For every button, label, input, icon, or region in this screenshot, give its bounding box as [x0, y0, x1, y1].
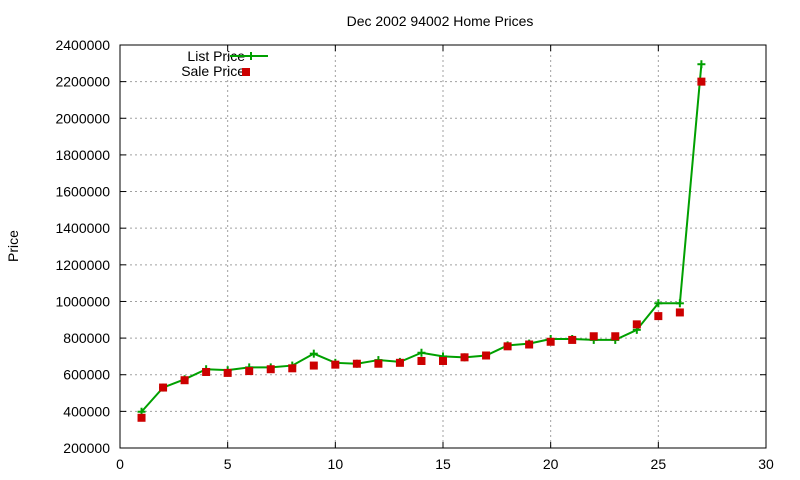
y-tick-label: 800000: [63, 330, 110, 346]
sale-price-point: [697, 77, 706, 86]
y-tick-label: 400000: [63, 403, 110, 419]
sale-price-point: [525, 340, 534, 349]
sale-price-point: [546, 337, 555, 346]
sale-price-point: [589, 332, 598, 341]
sale-price-point: [159, 383, 168, 392]
sale-price-point: [395, 358, 404, 367]
sale-price-point: [675, 308, 684, 317]
x-tick-label: 25: [651, 456, 667, 472]
sale-price-point: [202, 367, 211, 376]
y-axis-label: Price: [5, 230, 21, 262]
legend-swatch-sale-price: [242, 68, 250, 76]
x-tick-label: 30: [758, 456, 774, 472]
list-price-point: [309, 349, 318, 358]
y-tick-label: 2000000: [55, 110, 110, 126]
sale-price-point: [503, 342, 512, 351]
legend-label-sale-price: Sale Price: [181, 63, 245, 79]
chart-title: Dec 2002 94002 Home Prices: [347, 13, 534, 29]
list-price-point: [697, 60, 706, 69]
x-tick-label: 20: [543, 456, 559, 472]
y-tick-label: 2400000: [55, 37, 110, 53]
sale-price-point: [482, 351, 491, 360]
sale-price-point: [439, 356, 447, 365]
series: [137, 60, 706, 422]
sale-price-point: [331, 360, 340, 369]
axes: 0 5 10 15 20 25 30 200000 400000 600000 800000 1000…: [55, 37, 774, 472]
sale-price-point: [288, 364, 297, 373]
sale-price-point: [374, 359, 383, 368]
x-tick-label: 0: [116, 456, 124, 472]
list-price-point: [417, 348, 426, 357]
x-tick-label: 5: [224, 456, 232, 472]
sale-price-point: [266, 365, 275, 374]
y-tick-label: 1400000: [55, 220, 110, 236]
sale-price-point: [180, 376, 189, 385]
legend-label-list-price: List Price: [187, 48, 245, 64]
list-price-point: [654, 299, 663, 308]
y-tick-label: 1600000: [55, 184, 110, 200]
y-tick-label: 600000: [63, 367, 110, 383]
sale-price-point: [137, 413, 146, 422]
sale-price-point: [654, 312, 663, 321]
y-tick-label: 200000: [63, 440, 110, 456]
y-tick-label: 1200000: [55, 257, 110, 273]
x-tick-label: 15: [435, 456, 451, 472]
sale-price-point: [632, 320, 641, 329]
sale-price-point: [352, 359, 361, 368]
sale-price-point: [611, 332, 620, 341]
sale-price-point: [245, 367, 254, 376]
y-tick-label: 2200000: [55, 74, 110, 90]
y-tick-label: 1000000: [55, 293, 110, 309]
sale-price-point: [223, 368, 232, 377]
y-tick-label: 1800000: [55, 147, 110, 163]
list-price-point: [675, 299, 684, 308]
sale-price-point: [460, 353, 469, 362]
grid: [120, 45, 766, 448]
sale-price-point: [309, 361, 318, 370]
sale-price-point: [417, 356, 426, 365]
sale-price-point: [568, 335, 577, 344]
x-tick-label: 10: [328, 456, 344, 472]
